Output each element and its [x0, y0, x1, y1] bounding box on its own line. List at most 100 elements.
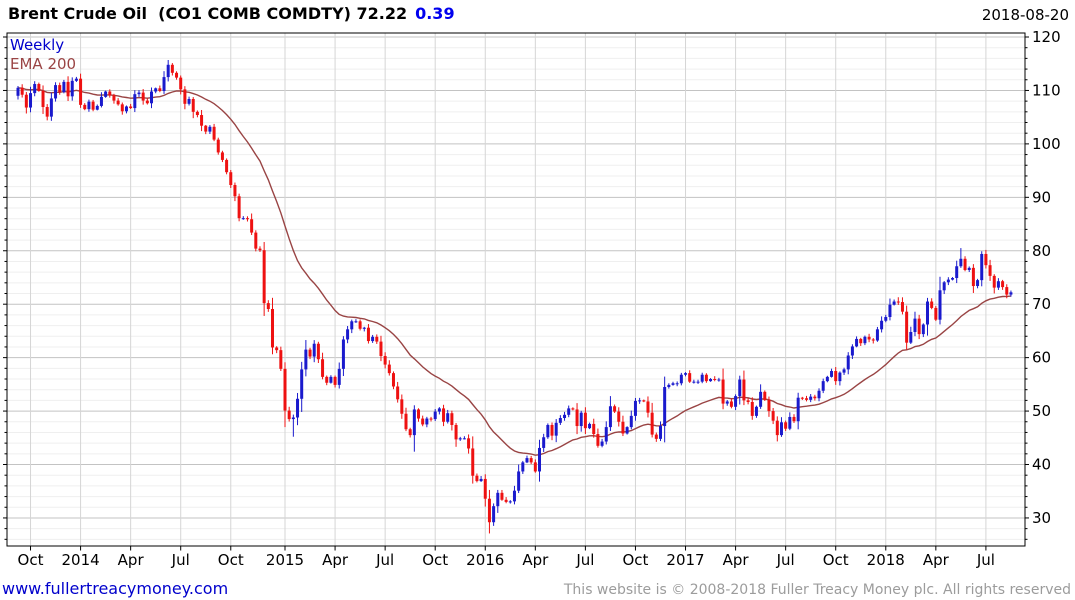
candle-body-up — [74, 78, 78, 81]
candle-body-up — [567, 408, 571, 415]
candle-body-down — [66, 81, 70, 97]
candle-body-up — [838, 372, 842, 382]
page-title: Brent Crude Oil (CO1 COMB COMDTY) 72.22 0… — [8, 4, 455, 23]
candle-body-up — [692, 381, 696, 383]
candle-body-up — [62, 81, 66, 93]
candle-body-down — [992, 275, 996, 288]
y-axis-label: 70 — [1032, 295, 1051, 313]
candle-body-down — [20, 87, 24, 95]
candle-body-down — [225, 159, 229, 173]
candle-body-down — [287, 410, 291, 420]
candle-body-up — [892, 301, 896, 305]
candle-body-up — [124, 106, 128, 112]
candle-body-up — [87, 101, 91, 110]
candle-body-up — [49, 98, 53, 117]
candle-body-down — [450, 413, 454, 425]
candle-body-up — [312, 343, 316, 357]
chart-date: 2018-08-20 — [981, 6, 1069, 24]
candle-body-down — [646, 401, 650, 413]
candle-body-down — [79, 78, 83, 105]
candle-body-down — [129, 106, 133, 109]
candle-body-up — [942, 282, 946, 291]
x-axis-label: Oct — [18, 551, 44, 569]
candle-body-up — [346, 329, 350, 340]
candle-body-down — [41, 90, 45, 108]
candle-body-down — [108, 91, 112, 96]
candle-body-up — [350, 321, 354, 330]
candle-body-down — [575, 409, 579, 427]
candle-body-up — [137, 92, 141, 95]
candle-body-up — [679, 374, 683, 384]
candle-body-up — [546, 424, 550, 438]
candle-body-down — [316, 343, 320, 360]
candle-body-down — [204, 125, 208, 132]
y-axis-label: 60 — [1032, 349, 1051, 367]
candle-body-down — [988, 265, 992, 276]
candle-body-down — [617, 411, 621, 422]
candle-body-up — [980, 253, 984, 281]
candle-body-up — [788, 416, 792, 429]
candle-body-down — [442, 408, 446, 422]
candle-body-down — [742, 379, 746, 401]
candle-body-down — [145, 100, 149, 104]
candle-body-down — [325, 376, 329, 383]
candle-body-down — [805, 398, 809, 400]
candle-body-down — [250, 219, 254, 233]
candle-body-up — [291, 417, 295, 420]
candle-body-down — [571, 408, 575, 410]
candle-body-up — [663, 387, 667, 427]
candle-body-up — [162, 77, 166, 91]
candle-body-up — [554, 422, 558, 436]
candle-body-up — [884, 317, 888, 321]
candle-body-down — [266, 303, 270, 310]
candle-body-down — [24, 94, 28, 108]
x-axis-label: 2015 — [266, 551, 304, 569]
candle-body-up — [817, 390, 821, 399]
candle-body-up — [579, 412, 583, 427]
candle-body-up — [696, 381, 700, 383]
x-axis-label: Apr — [322, 551, 349, 569]
candle-body-up — [759, 391, 763, 407]
x-axis-label: Apr — [118, 551, 145, 569]
candle-body-up — [809, 396, 813, 400]
candle-body-down — [358, 321, 362, 329]
candle-body-down — [379, 341, 383, 357]
candle-body-down — [191, 98, 195, 112]
candle-body-up — [625, 427, 629, 434]
candle-body-up — [608, 406, 612, 428]
candle-body-up — [863, 336, 867, 344]
candle-body-down — [775, 420, 779, 436]
candle-body-up — [1009, 292, 1013, 295]
candle-body-up — [462, 438, 466, 440]
legend-ema-label: EMA 200 — [10, 55, 77, 73]
y-axis-label: 120 — [1032, 28, 1061, 46]
x-axis-label: Jul — [575, 551, 594, 569]
candle-body-down — [200, 115, 204, 126]
candle-body-up — [563, 414, 567, 419]
candle-body-up — [821, 381, 825, 391]
candle-body-up — [875, 329, 879, 341]
candle-body-down — [175, 72, 179, 78]
candle-body-down — [120, 104, 124, 112]
y-axis-label: 40 — [1032, 456, 1051, 474]
candle-body-up — [850, 346, 854, 356]
site-link[interactable]: www.fullertreacymoney.com — [2, 579, 229, 598]
candle-body-down — [179, 77, 183, 90]
candle-body-up — [187, 98, 191, 104]
candle-body-down — [400, 399, 404, 414]
candle-body-down — [984, 253, 988, 266]
candle-body-down — [529, 458, 533, 463]
candle-body-down — [763, 391, 767, 400]
candle-body-up — [241, 218, 245, 220]
candle-body-down — [704, 374, 708, 382]
candle-body-up — [33, 84, 37, 94]
x-axis-label: Oct — [622, 551, 648, 569]
candle-body-down — [621, 421, 625, 434]
candle-body-up — [104, 91, 108, 97]
x-axis-label: Oct — [218, 551, 244, 569]
candle-body-down — [58, 85, 62, 93]
candle-body-up — [521, 462, 525, 472]
candle-body-up — [496, 492, 500, 507]
candle-body-down — [258, 248, 262, 251]
candle-body-up — [341, 339, 345, 369]
